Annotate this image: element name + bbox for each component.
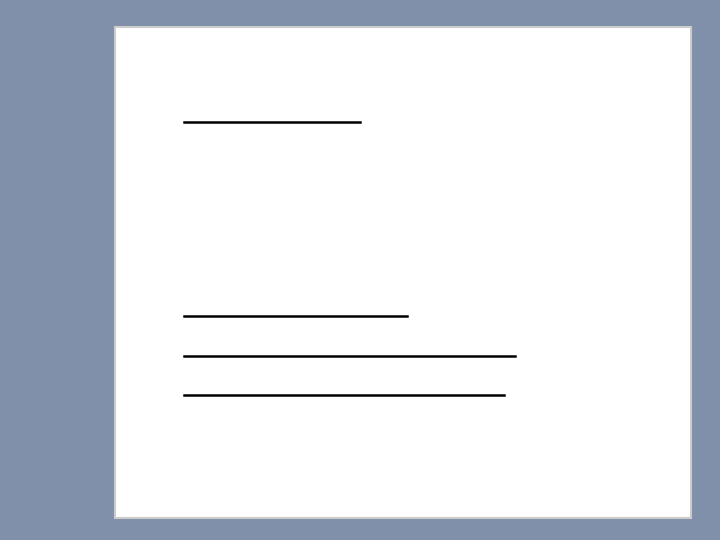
Text: Increased fibroblasts by day 3-5
following injury; reduced PMNs: Increased fibroblasts by day 3-5 followi… — [184, 246, 563, 292]
Point — [145, 352, 157, 361]
Point — [145, 117, 157, 126]
Text: Proliferation Phase: Proliferation Phase — [208, 40, 598, 73]
Point — [145, 236, 157, 245]
Text: Angiogenesis and granulation tissue
formation: Angiogenesis and granulation tissue form… — [184, 178, 615, 225]
Point — [145, 312, 157, 320]
Point — [145, 168, 157, 177]
